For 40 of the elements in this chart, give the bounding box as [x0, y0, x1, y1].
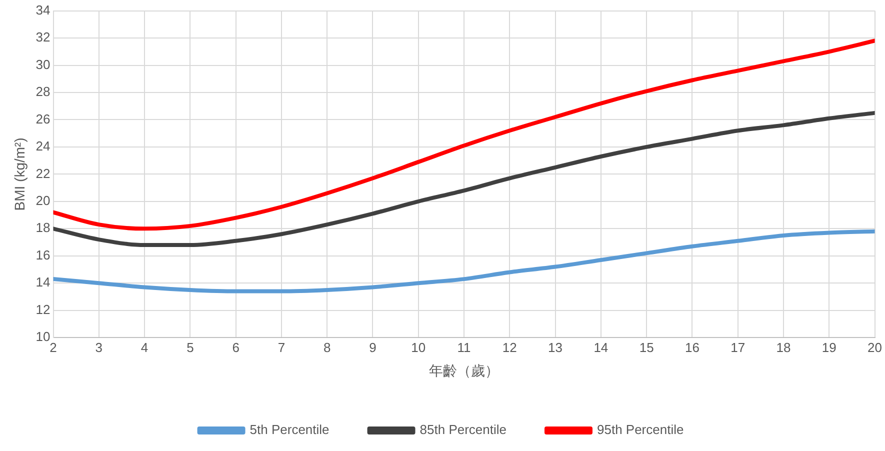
- y-tick-label: 30: [36, 56, 50, 72]
- y-tick-label: 34: [36, 2, 50, 18]
- x-tick-label: 19: [822, 340, 836, 355]
- x-tick-label: 13: [548, 340, 563, 355]
- x-tick-label: 16: [684, 340, 700, 355]
- x-tick-label: 10: [411, 340, 426, 355]
- legend-label: 5th Percentile: [250, 422, 330, 438]
- x-tick-label: 15: [639, 340, 654, 355]
- x-tick-label: 5: [186, 340, 194, 355]
- y-tick-label: 26: [36, 111, 50, 126]
- line-series: [53, 229, 875, 294]
- x-axis-title: 年齡（歲）: [429, 362, 500, 378]
- x-tick-label: 4: [140, 340, 148, 355]
- x-tick-label: 9: [369, 340, 376, 355]
- y-tick-label: 22: [36, 166, 50, 181]
- line-series: [53, 110, 875, 248]
- y-tick-label: 24: [36, 138, 50, 154]
- y-tick-label: 10: [36, 329, 50, 344]
- y-tick-label: 32: [36, 30, 50, 45]
- y-tick-label: 28: [36, 84, 50, 100]
- x-tick-label: 14: [594, 340, 608, 355]
- x-tick-label: 17: [730, 340, 746, 355]
- x-tick-label: 3: [95, 340, 103, 355]
- legend-label: 95th Percentile: [596, 422, 684, 438]
- x-tick-label: 18: [776, 340, 791, 355]
- legend-label: 85th Percentile: [420, 422, 507, 438]
- x-tick-label: 11: [457, 340, 471, 355]
- y-tick-label: 18: [36, 220, 50, 236]
- y-tick-label: 14: [36, 274, 50, 290]
- x-tick-label: 8: [323, 340, 331, 355]
- x-tick-label: 6: [232, 340, 240, 355]
- line-series: [53, 38, 875, 231]
- x-tick-label: 7: [278, 340, 286, 355]
- y-tick-label: 12: [36, 302, 50, 317]
- y-tick-label: 16: [36, 247, 50, 262]
- x-tick-label: 12: [502, 340, 517, 355]
- x-tick-label: 2: [50, 340, 57, 355]
- y-axis-title: BMI (kg/m²): [11, 138, 28, 211]
- y-tick-label: 20: [36, 193, 50, 208]
- x-tick-label: 20: [868, 340, 882, 355]
